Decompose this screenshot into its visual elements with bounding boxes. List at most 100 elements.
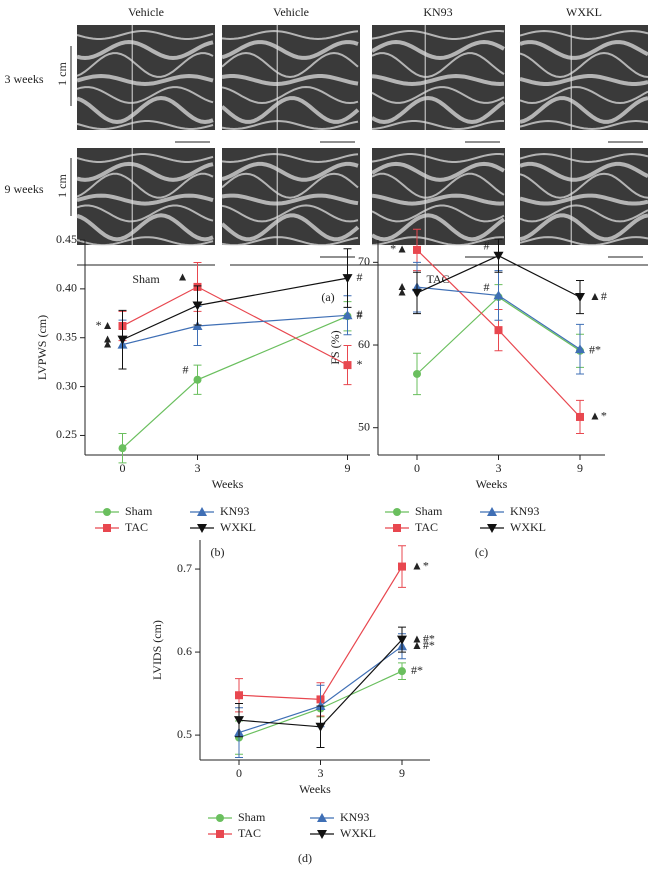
- x-tick-label: 3: [496, 461, 502, 475]
- x-tick-label: 9: [577, 461, 583, 475]
- y-tick-label: 0.45: [56, 232, 77, 246]
- y-tick-label: 0.6: [177, 644, 192, 658]
- echo-texture: [371, 213, 506, 242]
- point: [494, 326, 503, 335]
- point-annotation: #: [183, 363, 189, 377]
- point: [117, 335, 128, 345]
- point: [197, 507, 207, 516]
- column-label: WXKL: [566, 5, 602, 19]
- echo-texture: [371, 153, 505, 163]
- point: [576, 412, 584, 421]
- legend-label: TAC: [125, 520, 148, 534]
- echo-texture: [221, 236, 359, 247]
- echo-texture: [221, 29, 359, 41]
- echo-texture: [371, 172, 505, 199]
- point: [317, 813, 327, 822]
- echo-texture: [221, 152, 359, 164]
- point: [216, 830, 224, 838]
- point: [193, 375, 202, 384]
- scale-label: 1 cm: [55, 174, 69, 198]
- echo-texture: [76, 86, 214, 104]
- y-tick-label: 0.25: [56, 427, 77, 441]
- panel-label: (d): [298, 851, 312, 865]
- point-annotation: #: [357, 308, 363, 322]
- y-tick-label: 60: [358, 337, 370, 351]
- point: [413, 369, 421, 378]
- point: [235, 691, 243, 700]
- x-tick-label: 9: [399, 766, 405, 780]
- panel-label: (b): [211, 545, 225, 559]
- x-tick-label: 3: [195, 461, 201, 475]
- point-annotation: ▲: [102, 331, 114, 345]
- point: [234, 716, 244, 726]
- legend-label: Sham: [415, 504, 443, 518]
- y-tick-label: 0.7: [177, 561, 192, 575]
- point-annotation: #: [484, 280, 490, 294]
- echo-texture: [371, 204, 505, 223]
- echo-texture: [76, 120, 214, 130]
- echo-texture: [519, 119, 649, 131]
- x-tick-label: 0: [414, 461, 420, 475]
- echo-texture: [221, 193, 359, 206]
- point-annotation: #*: [589, 343, 601, 357]
- point-annotation: #*: [411, 663, 423, 677]
- point-annotation: ▲*: [411, 558, 429, 572]
- point-annotation: #: [357, 307, 363, 321]
- point-annotation: ▲#*: [411, 631, 435, 645]
- echo-texture: [371, 193, 505, 206]
- point: [397, 635, 407, 645]
- point: [103, 524, 111, 532]
- echo-texture: [519, 213, 649, 242]
- echo-texture: [76, 30, 214, 40]
- x-tick-label: 0: [236, 766, 242, 780]
- echo-texture: [76, 193, 214, 206]
- echo-texture: [221, 85, 359, 105]
- point: [343, 361, 352, 370]
- point-annotation: ▲#*: [411, 638, 435, 652]
- point: [398, 667, 406, 676]
- echo-texture: [519, 40, 649, 60]
- point-annotation: ▲: [177, 270, 189, 284]
- point: [393, 524, 401, 532]
- echo-texture: [76, 161, 214, 182]
- x-axis-label: Weeks: [299, 782, 331, 796]
- point: [575, 344, 585, 354]
- echo-texture: [519, 161, 649, 182]
- echo-texture: [519, 193, 649, 206]
- echo-texture: [519, 29, 649, 41]
- point: [103, 508, 111, 516]
- point: [393, 508, 401, 516]
- point: [315, 722, 326, 732]
- echo-texture: [519, 204, 649, 223]
- point: [575, 293, 585, 303]
- group-label: TAC: [426, 272, 449, 286]
- echo-texture: [371, 161, 505, 182]
- point-annotation: #: [484, 238, 490, 252]
- echo-texture: [221, 51, 359, 79]
- echo-texture: [76, 52, 214, 78]
- echo-texture: [76, 153, 214, 163]
- echo-texture: [76, 204, 214, 223]
- x-tick-label: 0: [120, 461, 126, 475]
- legend-label: WXKL: [220, 520, 256, 534]
- echo-texture: [371, 39, 505, 61]
- legend-label: WXKL: [340, 826, 376, 840]
- point: [342, 310, 353, 320]
- echo-texture: [76, 95, 214, 125]
- point-annotation: *▲: [96, 318, 114, 332]
- echo-texture: [76, 213, 214, 242]
- legend-label: WXKL: [510, 520, 546, 534]
- point: [493, 251, 504, 261]
- column-label: Vehicle: [273, 5, 309, 19]
- chart: 0.25 0.30 0.35 0.40 0.45 0 3 9 Weeks LVPWS (cm) # #…: [35, 232, 370, 559]
- point: [487, 507, 497, 516]
- point-annotation: #: [357, 270, 363, 284]
- chart: 0.5 0.6 0.7 0 3 9 Weeks LVIDS (cm) #* Sham ▲* TAC ▲#…: [150, 540, 435, 865]
- echo-texture: [221, 119, 359, 131]
- echo-texture: [371, 95, 506, 125]
- panel-label: (a): [321, 290, 334, 304]
- y-tick-label: 50: [358, 419, 370, 433]
- y-axis-label: LVIDS (cm): [150, 620, 164, 680]
- panel-label: (c): [475, 545, 488, 559]
